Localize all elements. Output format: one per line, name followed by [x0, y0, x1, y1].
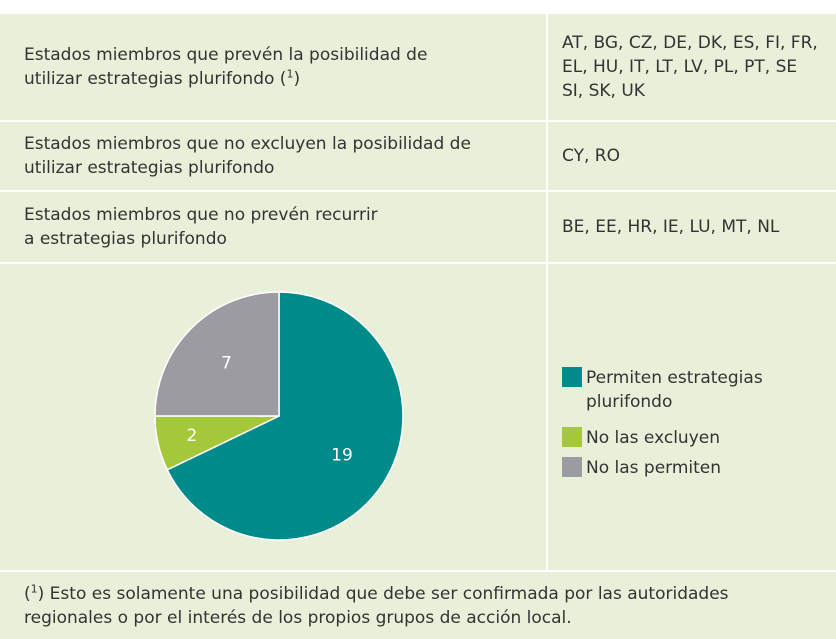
- legend-swatch: [562, 457, 582, 477]
- footnote-text: ) Esto es solamente una posibilidad que …: [37, 583, 729, 604]
- countries-line: SI, SK, UK: [562, 81, 645, 101]
- legend-label: Permiten estrategias plurifondo: [586, 368, 763, 412]
- label-line: Estados miembros que prevén la posibilid…: [24, 43, 546, 67]
- countries-line: EL, HU, IT, LT, LV, PL, PT, SE: [562, 57, 798, 77]
- pie-slice: [166, 291, 404, 541]
- row-label: Estados miembros que no excluyen la posi…: [0, 122, 546, 190]
- label-text: utilizar estrategias plurifondo: [24, 158, 275, 178]
- label-line: Estados miembros que no excluyen la posi…: [24, 132, 546, 156]
- legend-label: No las permiten: [586, 458, 722, 478]
- pie-slice: [154, 291, 280, 417]
- legend-swatch: [562, 427, 582, 447]
- countries-line: AT, BG, CZ, DE, DK, ES, FI, FR,: [562, 33, 818, 53]
- footnote: (1) Esto es solamente una posibilidad qu…: [0, 572, 836, 639]
- label-text: Estados miembros que no excluyen la posi…: [24, 134, 471, 154]
- row-countries: CY, RO: [548, 122, 836, 190]
- label-line: a estrategias plurifondo: [24, 227, 546, 251]
- slice-label: 7: [221, 353, 232, 373]
- footnote-ref: 1: [30, 581, 38, 595]
- label-line: utilizar estrategias plurifondo (1): [24, 67, 546, 91]
- note-ref: 1: [286, 67, 294, 81]
- label-line: utilizar estrategias plurifondo: [24, 156, 546, 180]
- label-text: Estados miembros que prevén la posibilid…: [24, 45, 428, 65]
- label-text: utilizar estrategias plurifondo (: [24, 69, 287, 89]
- row-label: Estados miembros que no prevén recurrir a…: [0, 192, 546, 262]
- row-countries: BE, EE, HR, IE, LU, MT, NL: [548, 192, 836, 262]
- note-close: ): [293, 69, 301, 89]
- footnote-open: (: [24, 583, 31, 604]
- row-label: Estados miembros que prevén la posibilid…: [0, 14, 546, 120]
- legend-label: No las excluyen: [586, 428, 720, 448]
- footnote-text: regionales o por el interés de los propi…: [24, 607, 572, 628]
- label-line: Estados miembros que no prevén recurrir: [24, 203, 546, 227]
- slice-label: 19: [331, 446, 353, 466]
- legend-swatch: [562, 367, 582, 387]
- row-countries: AT, BG, CZ, DE, DK, ES, FI, FR, EL, HU, I…: [548, 14, 836, 120]
- legend-cell: Permiten estrategias plurifondo No las ex…: [548, 264, 836, 570]
- countries-line: CY, RO: [562, 146, 620, 166]
- slice-label: 2: [187, 426, 198, 446]
- countries-line: BE, EE, HR, IE, LU, MT, NL: [562, 217, 780, 237]
- label-text: Estados miembros que no prevén recurrir: [24, 205, 378, 225]
- label-text: a estrategias plurifondo: [24, 229, 227, 249]
